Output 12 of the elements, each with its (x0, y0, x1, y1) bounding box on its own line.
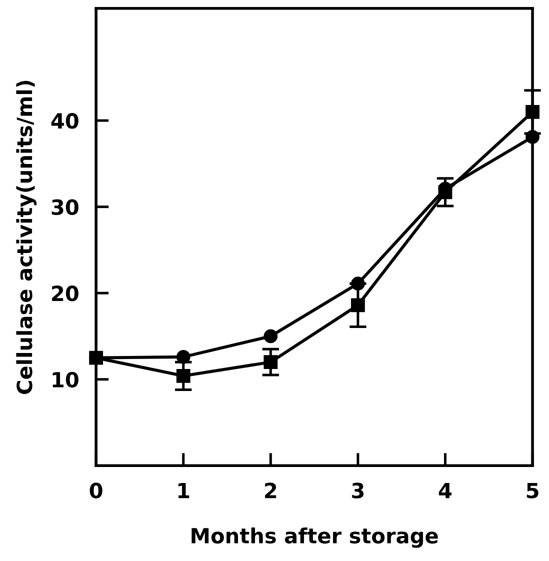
x-tick-label: 4 (438, 482, 452, 498)
y-axis-title: Cellulase activity(units/ml) (16, 80, 37, 394)
x-tick-label: 2 (265, 482, 276, 498)
x-tick-label: 5 (526, 482, 538, 498)
x-tick-label: 3 (352, 482, 364, 498)
y-tick-label: 40 (51, 113, 78, 129)
x-tick-label: 0 (90, 482, 102, 498)
y-tick-label: 20 (52, 286, 78, 302)
x-axis-title: Months after storage (192, 527, 438, 548)
x-tick-label: 1 (178, 482, 190, 498)
y-tick-label: 10 (52, 372, 78, 388)
y-tick-label: 30 (52, 199, 78, 216)
